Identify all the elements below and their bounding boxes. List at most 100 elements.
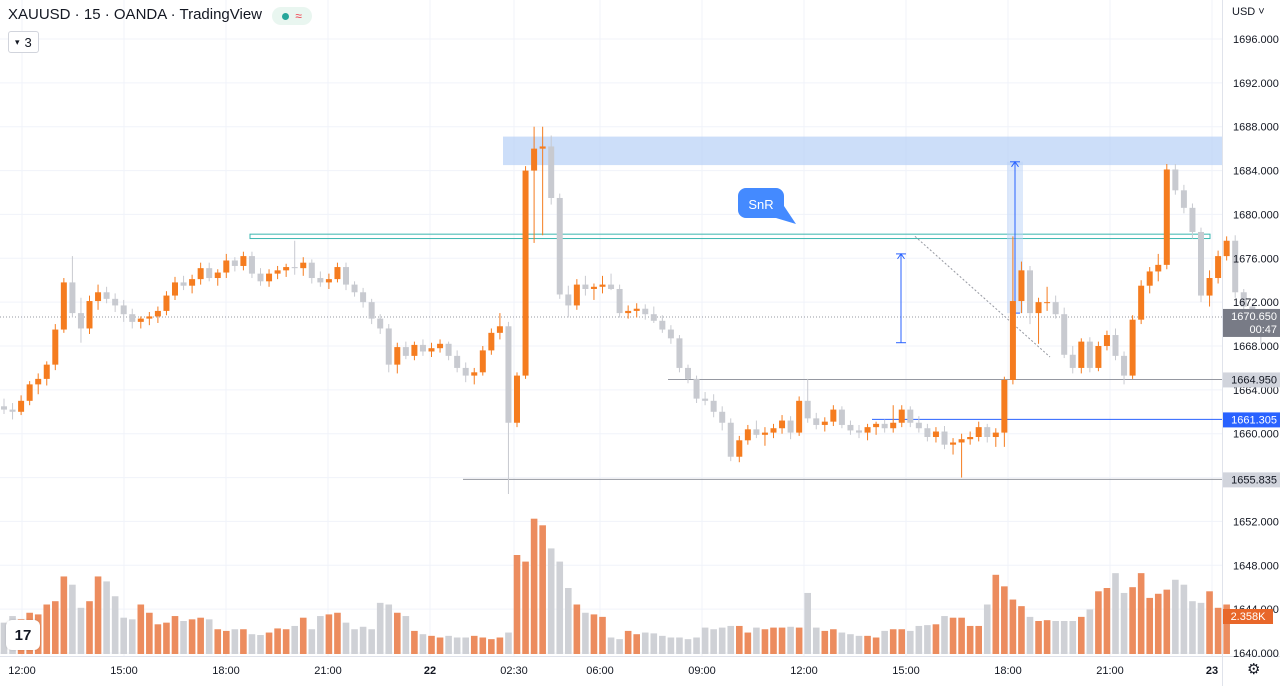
candle-body — [1061, 314, 1068, 355]
candle-body — [898, 409, 905, 423]
price-tag-1661: 1661.305 — [1231, 414, 1277, 426]
symbol-title[interactable]: XAUUSD · 15 · OANDA · TradingView — [8, 6, 262, 23]
volume-bar — [718, 627, 726, 654]
candle-body — [539, 146, 546, 149]
settings-gear-icon[interactable]: ⚙ — [1247, 661, 1261, 678]
candle-body — [1027, 270, 1033, 314]
currency-label: USD — [1232, 6, 1256, 18]
interval-label: 15 — [83, 6, 101, 23]
drawings-layer — [0, 136, 1222, 480]
volume-bar — [676, 637, 683, 654]
candle-body — [496, 326, 503, 333]
indicators-toggle[interactable]: ▾ 3 — [8, 31, 39, 53]
volume-bar — [111, 596, 119, 654]
candle-body — [522, 170, 529, 376]
volume-bar — [1018, 606, 1025, 654]
price-axis-label: 1652.000 — [1233, 516, 1279, 528]
market-status-badge[interactable]: ≈ — [272, 7, 312, 25]
volume-bar — [889, 629, 897, 654]
volume-bar — [419, 634, 427, 654]
candle-body — [881, 423, 888, 429]
candle-body — [727, 422, 734, 457]
candle-body — [317, 278, 324, 283]
volume-bar — [171, 616, 179, 654]
volume-bar — [351, 629, 358, 654]
volume-bar — [359, 626, 367, 654]
candle-body — [454, 355, 461, 368]
candle-body — [274, 270, 281, 274]
measure-arrow-head — [897, 253, 905, 260]
candle-body — [1232, 240, 1239, 293]
candle-body — [873, 423, 880, 428]
volume-bar — [205, 619, 213, 654]
volume-bar — [966, 625, 974, 654]
volume-bar — [1095, 591, 1102, 654]
time-axis-label: 18:00 — [212, 665, 240, 677]
candle-body — [69, 282, 76, 314]
candle-body — [1206, 278, 1213, 296]
volume-bar — [197, 617, 204, 654]
snr-level-line — [249, 233, 1211, 240]
candle-body — [1035, 302, 1042, 314]
candle-body — [428, 348, 435, 352]
candle-body — [437, 343, 444, 349]
time-axis-label: 21:00 — [1096, 665, 1124, 677]
volume-bar — [1120, 592, 1128, 654]
candle-body — [154, 310, 161, 317]
candle-body — [608, 284, 615, 289]
volume-bar — [1052, 621, 1059, 654]
volume-bar — [411, 630, 418, 654]
volume-bar — [376, 602, 384, 654]
volume-bar — [368, 629, 375, 654]
volume-bar — [804, 592, 811, 654]
volume-bar — [120, 617, 127, 654]
volume-bar — [188, 619, 196, 654]
last-price-tag: 00:47 — [1249, 324, 1277, 336]
candle-body — [556, 197, 563, 295]
candle-body — [471, 372, 478, 376]
candle-body — [1018, 270, 1025, 302]
candle-body — [240, 256, 247, 266]
volume-bar — [60, 576, 68, 654]
candle-body — [95, 292, 102, 302]
price-axis-label: 1648.000 — [1233, 560, 1279, 572]
currency-select[interactable]: USD ˅ — [1232, 6, 1265, 18]
volume-bar — [1154, 593, 1162, 654]
volume-bar — [1069, 621, 1077, 654]
candle-body — [565, 294, 572, 306]
candle-body — [941, 431, 948, 445]
volume-bar — [496, 637, 504, 654]
volume-bar — [223, 630, 230, 654]
title-separator: · — [100, 6, 114, 23]
volume-bar — [872, 637, 880, 654]
candle-body — [488, 332, 495, 351]
candle-body — [813, 418, 820, 425]
last-price-tag: 1670.650 — [1231, 311, 1277, 323]
candle-body — [633, 308, 640, 311]
resistance-zone — [503, 136, 1222, 166]
candle-body — [1155, 264, 1162, 272]
volume-bar — [1172, 579, 1179, 654]
candle-body — [702, 398, 709, 401]
volume-bar — [436, 637, 444, 654]
candle-body — [685, 367, 691, 379]
tradingview-logo-icon[interactable]: 17 — [6, 620, 40, 650]
candle-body — [514, 375, 520, 423]
volume-bar — [530, 518, 538, 654]
candle-body — [1103, 335, 1110, 346]
volume-bar — [659, 635, 666, 654]
candle-body — [642, 308, 649, 315]
volume-bar — [778, 627, 786, 654]
candle-body — [625, 310, 632, 314]
candle-body — [368, 302, 375, 319]
candle-body — [1180, 190, 1187, 208]
volume-bar — [932, 624, 940, 654]
candle-body — [505, 326, 512, 423]
candle-body — [479, 350, 486, 373]
volume-bar — [753, 627, 760, 654]
volume-bar — [470, 635, 478, 654]
volume-bar — [1009, 599, 1017, 654]
broker-label: OANDA — [113, 6, 167, 23]
